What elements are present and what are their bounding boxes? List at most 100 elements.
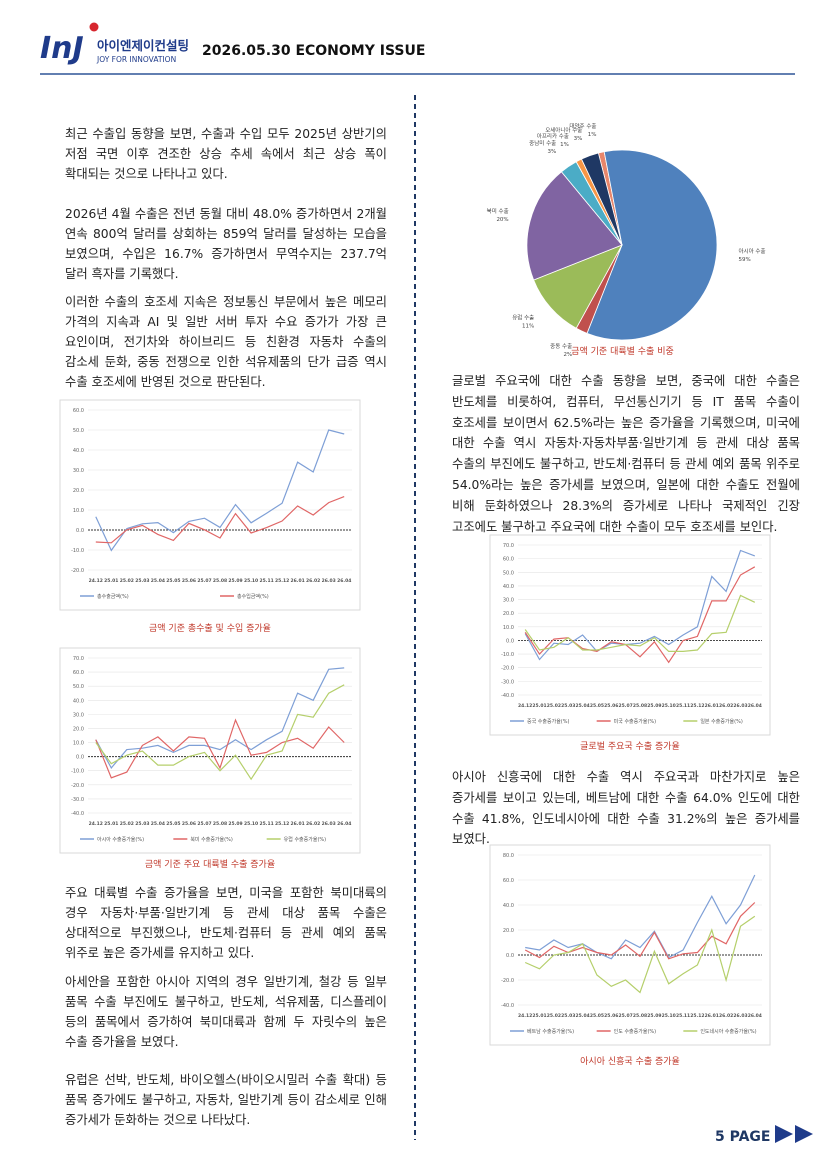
x-tick-label: 26.04 (748, 703, 762, 709)
slice-value: 11% (522, 323, 534, 329)
x-tick-label: 25.05 (590, 1013, 604, 1019)
y-tick-label: 40.0 (73, 448, 84, 454)
series-line (95, 429, 345, 552)
legend-label: 유럽 수출증가율(%) (284, 836, 326, 843)
x-tick-label: 25.11 (259, 578, 273, 584)
y-tick-label: 80.0 (503, 853, 514, 859)
y-tick-label: 0.0 (76, 755, 84, 761)
series-line (524, 594, 756, 652)
x-tick-label: 25.08 (633, 703, 647, 709)
y-tick-label: -20.0 (501, 666, 514, 672)
x-tick-label: 25.09 (647, 703, 661, 709)
x-tick-label: 25.12 (690, 703, 704, 709)
paragraph: 이러한 수출의 호조세 지속은 정보통신 부문에서 높은 메모리 가격의 지속과… (65, 295, 387, 389)
y-tick-label: 0.0 (76, 528, 84, 534)
page-number: 5 PAGE (715, 1129, 770, 1145)
x-tick-label: 26.04 (337, 821, 351, 827)
legend-label: 미국 수출증가율(%) (614, 718, 656, 725)
x-tick-label: 25.07 (619, 703, 633, 709)
legend-label: 베트남 수출증가율(%) (527, 1028, 574, 1035)
x-tick-label: 25.12 (275, 821, 289, 827)
x-tick-label: 25.12 (690, 1013, 704, 1019)
x-tick-label: 25.02 (120, 821, 134, 827)
x-tick-label: 25.08 (633, 1013, 647, 1019)
y-tick-label: 60.0 (503, 557, 514, 563)
chart-caption: 금액 기준 주요 대륙별 수출 증가율 (145, 858, 275, 870)
x-tick-label: 25.04 (575, 703, 589, 709)
series-line (524, 902, 756, 960)
legend-label: 인도 수출증가율(%) (614, 1028, 656, 1035)
y-tick-label: -30.0 (71, 797, 84, 803)
y-tick-label: 30.0 (503, 598, 514, 604)
x-tick-label: 26.01 (705, 1013, 719, 1019)
y-tick-label: 60.0 (503, 878, 514, 884)
chart-caption: 금액 기준 대륙별 수출 비중 (571, 345, 674, 357)
x-tick-label: 25.10 (244, 578, 258, 584)
slice-value: 1% (560, 142, 569, 148)
y-tick-label: -20.0 (501, 978, 514, 984)
x-tick-label: 26.03 (322, 821, 336, 827)
x-tick-label: 25.07 (619, 1013, 633, 1019)
logo-company: 아이엔제이컨설팅 (97, 38, 189, 53)
pie-slice (581, 152, 623, 246)
x-tick-label: 25.02 (547, 1013, 561, 1019)
x-tick-label: 25.03 (135, 578, 149, 584)
chart-caption: 글로벌 주요국 수출 증가율 (580, 741, 680, 752)
series-line (524, 915, 756, 994)
slice-label: 유럽 수출 (512, 313, 534, 321)
x-tick-label: 24.12 (89, 821, 103, 827)
slice-label: 중동 수출 (550, 342, 572, 350)
chart-frame (59, 399, 361, 611)
y-tick-label: 20.0 (503, 928, 514, 934)
x-tick-label: 25.09 (228, 578, 242, 584)
slice-value: 3% (574, 136, 583, 142)
legend-label: 총수출금액(%) (97, 593, 129, 600)
arrow (795, 1125, 813, 1143)
slice-value: 1% (588, 132, 597, 138)
y-tick-label: 20.0 (73, 726, 84, 732)
y-tick-label: 10.0 (73, 741, 84, 747)
x-tick-label: 25.06 (604, 703, 618, 709)
x-tick-label: 25.06 (182, 578, 196, 584)
legend-label: 일본 수출증가율(%) (700, 718, 742, 725)
x-tick-label: 25.04 (151, 578, 165, 584)
pie-slice (526, 171, 623, 281)
x-tick-label: 26.03 (733, 1013, 747, 1019)
paragraph: 글로벌 주요국에 대한 수출 동향을 보면, 중국에 대한 수출은 반도체를 비… (452, 374, 800, 534)
y-tick-label: 40.0 (73, 698, 84, 704)
y-tick-label: 30.0 (73, 712, 84, 718)
y-tick-label: 40.0 (503, 584, 514, 590)
x-tick-label: 25.11 (676, 1013, 690, 1019)
x-tick-label: 26.01 (291, 578, 305, 584)
x-tick-label: 25.10 (662, 703, 676, 709)
y-tick-label: 70.0 (503, 543, 514, 549)
x-tick-label: 25.07 (197, 578, 211, 584)
series-line (525, 874, 756, 960)
y-tick-label: -10.0 (501, 652, 514, 658)
y-tick-label: -40.0 (71, 811, 84, 817)
x-tick-label: 25.04 (575, 1013, 589, 1019)
legend-label: 아시아 수출증가율(%) (97, 836, 144, 843)
series-line (524, 566, 756, 664)
slice-value: 3% (548, 149, 557, 155)
slice-value: 59% (738, 257, 750, 263)
series-line (95, 496, 345, 544)
pie-slice (533, 244, 623, 329)
x-tick-label: 26.03 (322, 578, 336, 584)
x-tick-label: 25.01 (104, 578, 118, 584)
x-tick-label: 25.10 (662, 1013, 676, 1019)
issue-title: 2026.05.30 ECONOMY ISSUE (202, 43, 425, 59)
slice-label: 대양주 수출 (569, 122, 596, 130)
legend-label: 인도네시아 수출증가율(%) (700, 1028, 756, 1035)
y-tick-label: -20.0 (71, 568, 84, 574)
slice-value: 2% (563, 352, 572, 358)
y-tick-label: 70.0 (73, 656, 84, 662)
y-tick-label: 50.0 (73, 684, 84, 690)
slice-label: 북미 수출 (487, 207, 509, 215)
x-tick-label: 25.03 (561, 703, 575, 709)
x-tick-label: 26.02 (306, 821, 320, 827)
y-tick-label: 40.0 (503, 903, 514, 909)
x-tick-label: 25.01 (532, 1013, 546, 1019)
